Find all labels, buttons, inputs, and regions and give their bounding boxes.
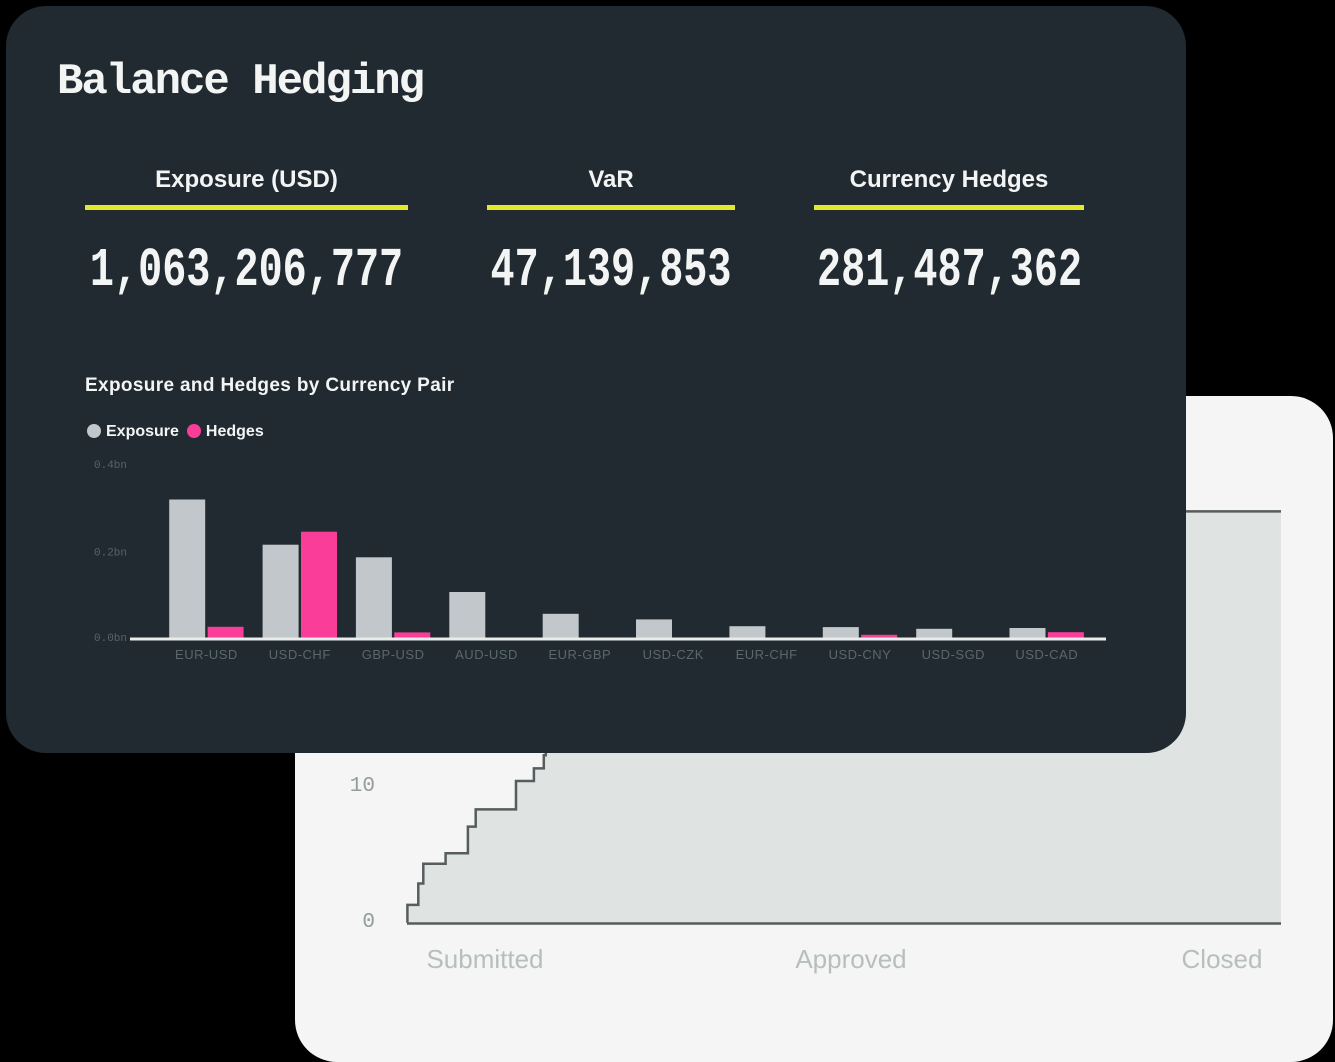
svg-text:0.0bn: 0.0bn — [94, 633, 127, 645]
svg-text:10: 10 — [350, 775, 375, 798]
svg-text:USD-SGD: USD-SGD — [922, 647, 985, 662]
svg-text:USD-CZK: USD-CZK — [643, 647, 704, 662]
svg-text:0: 0 — [362, 911, 375, 934]
svg-text:USD-CNY: USD-CNY — [829, 647, 892, 662]
svg-text:Closed: Closed — [1182, 944, 1263, 974]
svg-text:GBP-USD: GBP-USD — [362, 647, 425, 662]
svg-text:Submitted: Submitted — [426, 944, 543, 974]
svg-text:Approved: Approved — [795, 944, 906, 974]
svg-text:USD-CAD: USD-CAD — [1015, 647, 1078, 662]
svg-text:EUR-USD: EUR-USD — [175, 647, 238, 662]
svg-text:AUD-USD: AUD-USD — [455, 647, 518, 662]
svg-text:EUR-GBP: EUR-GBP — [549, 647, 612, 662]
svg-text:0.2bn: 0.2bn — [94, 548, 127, 560]
svg-text:0.4bn: 0.4bn — [94, 460, 127, 472]
svg-text:EUR-CHF: EUR-CHF — [736, 647, 798, 662]
svg-text:USD-CHF: USD-CHF — [269, 647, 331, 662]
